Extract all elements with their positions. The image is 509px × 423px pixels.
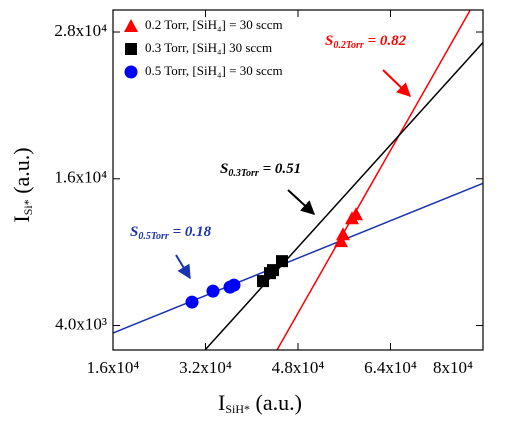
- plot-frame: [112, 9, 484, 351]
- y-axis-label: ISi* (a.u.): [9, 147, 35, 222]
- x-tick-label: 6.4x10⁴: [364, 358, 417, 377]
- legend-label: 0.5 Torr, [SiH₄] = 30 sccm: [145, 63, 283, 78]
- plot-area: [113, 10, 483, 350]
- arrow: [287, 189, 316, 215]
- x-tick-label: 4.8x10⁴: [272, 358, 325, 377]
- y-tick-label: 2.8x10⁴: [54, 21, 107, 40]
- x-tick-label: 3.2x10⁴: [179, 358, 232, 377]
- fit-line: [276, 10, 471, 350]
- x-tick-label: 8x10⁴: [433, 358, 473, 377]
- y-tick-label: 4.0x10³: [55, 314, 107, 333]
- marker: [336, 227, 351, 241]
- marker: [275, 255, 288, 268]
- legend-label: 0.2 Torr, [SiH₄] = 30 sccm: [145, 17, 283, 32]
- annotation: S0.5Torr = 0.18: [130, 224, 212, 242]
- annotation: S0.3Torr = 0.51: [220, 161, 301, 179]
- legend-marker: [125, 43, 137, 55]
- y-tick-label: 1.6x10⁴: [54, 168, 107, 187]
- legend-marker: [124, 65, 138, 79]
- legend-marker: [124, 19, 138, 32]
- marker: [348, 207, 363, 221]
- marker: [185, 295, 199, 309]
- fit-line: [113, 182, 483, 334]
- legend-label: 0.3 Torr, [SiH₄] 30 sccm: [145, 40, 272, 55]
- x-axis-label: ISiH* (a.u.): [218, 390, 302, 416]
- arrow: [175, 254, 191, 280]
- marker: [206, 284, 220, 298]
- marker: [334, 234, 349, 248]
- fit-line: [204, 41, 483, 350]
- annotation: S0.2Torr = 0.82: [325, 33, 407, 51]
- marker: [227, 278, 241, 292]
- x-tick-label: 1.6x10⁴: [87, 358, 140, 377]
- fit-lines: [113, 10, 483, 350]
- arrow: [382, 69, 412, 97]
